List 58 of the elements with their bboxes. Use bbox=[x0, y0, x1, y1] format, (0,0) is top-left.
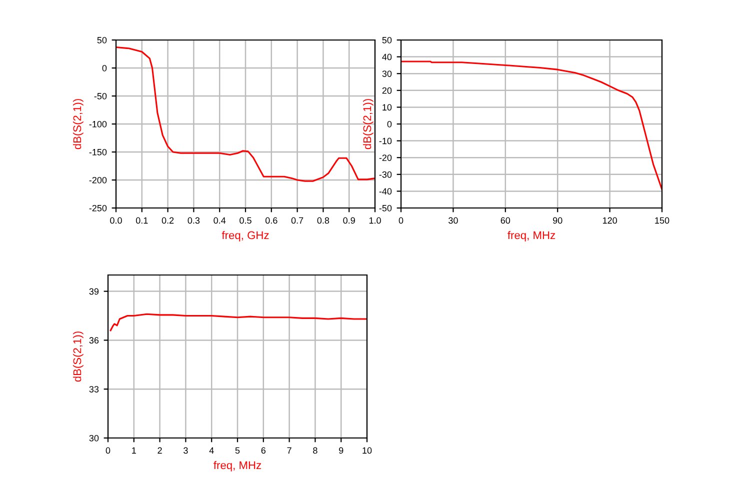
x-tick-label: 90 bbox=[553, 217, 562, 224]
x-tick-label: 0.1 bbox=[136, 217, 148, 224]
x-axis-title: freq, MHz bbox=[214, 461, 262, 472]
x-tick-label: 0 bbox=[398, 217, 404, 224]
x-tick-label: 0.0 bbox=[110, 217, 122, 224]
y-tick-label: -150 bbox=[89, 148, 107, 156]
x-tick-label: 0.3 bbox=[188, 217, 200, 224]
y-tick-label: 50 bbox=[382, 36, 392, 44]
x-tick-label: 60 bbox=[500, 217, 510, 224]
y-tick-label: 50 bbox=[97, 36, 107, 44]
x-tick-label: 0.7 bbox=[291, 217, 304, 224]
x-tick-label: 9 bbox=[339, 447, 344, 454]
line-series bbox=[401, 60, 662, 190]
x-tick-label: 7 bbox=[287, 447, 292, 454]
y-tick-label: 33 bbox=[89, 386, 99, 392]
x-tick-label: 150 bbox=[655, 217, 670, 224]
x-tick-label: 30 bbox=[448, 217, 458, 224]
y-tick-label: 36 bbox=[89, 337, 99, 344]
y-tick-label: -50 bbox=[379, 204, 392, 212]
y-tick-label: -10 bbox=[379, 138, 392, 144]
x-tick-label: 120 bbox=[602, 217, 617, 224]
y-tick-label: -200 bbox=[89, 176, 107, 184]
x-tick-label: 5 bbox=[235, 447, 240, 454]
x-tick-label: 0.6 bbox=[265, 217, 278, 224]
x-tick-label: 8 bbox=[313, 447, 318, 454]
y-tick-label: -30 bbox=[379, 171, 392, 178]
x-axis-title: freq, GHz bbox=[222, 231, 269, 242]
x-axis-title: freq, MHz bbox=[508, 231, 556, 242]
x-tick-label: 0.5 bbox=[240, 217, 252, 224]
y-tick-label: 0 bbox=[387, 120, 392, 128]
x-tick-label: 1.0 bbox=[369, 217, 381, 224]
y-tick-label: -100 bbox=[89, 120, 107, 128]
x-tick-label: 0.8 bbox=[317, 217, 330, 224]
x-tick-label: 2 bbox=[158, 447, 162, 454]
x-tick-label: 10 bbox=[362, 447, 372, 454]
x-tick-label: 1 bbox=[132, 447, 136, 454]
y-tick-label: 10 bbox=[382, 104, 392, 111]
x-tick-label: 6 bbox=[261, 447, 266, 454]
line-series bbox=[116, 46, 375, 182]
y-axis-title: dB(S(2,1)) bbox=[73, 332, 84, 382]
y-tick-label: -20 bbox=[379, 154, 392, 161]
y-tick-label: 30 bbox=[382, 70, 392, 77]
x-tick-label: 0.9 bbox=[343, 217, 355, 224]
y-tick-label: -40 bbox=[379, 188, 392, 195]
y-tick-label: -50 bbox=[94, 92, 107, 100]
line-series bbox=[110, 313, 367, 332]
y-tick-label: 30 bbox=[89, 434, 99, 442]
y-tick-label: 39 bbox=[89, 288, 99, 295]
x-tick-label: 0.4 bbox=[214, 217, 226, 224]
y-tick-label: 40 bbox=[382, 54, 392, 60]
x-tick-label: 3 bbox=[184, 447, 188, 454]
y-axis-title: dB(S(2,1)) bbox=[363, 99, 374, 150]
x-tick-label: 0.2 bbox=[162, 217, 174, 224]
y-axis-title: dB(S(2,1)) bbox=[72, 99, 84, 150]
x-tick-label: 4 bbox=[209, 447, 214, 454]
y-tick-label: 0 bbox=[102, 64, 107, 72]
y-tick-label: -250 bbox=[89, 204, 107, 212]
y-tick-label: 20 bbox=[382, 87, 392, 94]
